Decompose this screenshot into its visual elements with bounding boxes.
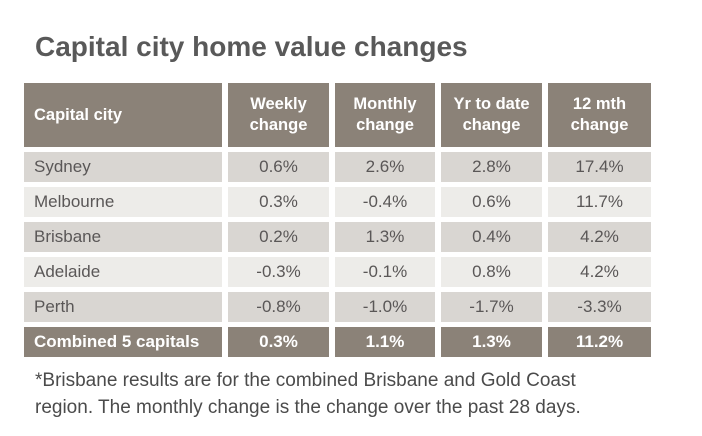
footnote-line-2: region. The monthly change is the change… — [35, 397, 581, 418]
cell-melbourne-12mth: 11.7% — [548, 187, 651, 217]
cell-sydney-12mth: 17.4% — [548, 152, 651, 182]
cell-perth-ytd: -1.7% — [441, 292, 542, 322]
footnote: *Brisbane results are for the combined B… — [35, 367, 581, 421]
cell-brisbane-weekly: 0.2% — [228, 222, 329, 252]
header-capital-city: Capital city — [24, 83, 222, 147]
cell-sydney-ytd: 2.8% — [441, 152, 542, 182]
cell-combined-label: Combined 5 capitals — [24, 327, 222, 357]
header-weekly-change: Weekly change — [228, 83, 329, 147]
header-monthly-change: Monthly change — [335, 83, 435, 147]
cell-brisbane-city: Brisbane — [24, 222, 222, 252]
cell-combined-weekly: 0.3% — [228, 327, 329, 357]
cell-combined-ytd: 1.3% — [441, 327, 542, 357]
cell-brisbane-monthly: 1.3% — [335, 222, 435, 252]
cell-adelaide-city: Adelaide — [24, 257, 222, 287]
cell-sydney-weekly: 0.6% — [228, 152, 329, 182]
cell-sydney-monthly: 2.6% — [335, 152, 435, 182]
cell-brisbane-12mth: 4.2% — [548, 222, 651, 252]
cell-combined-monthly: 1.1% — [335, 327, 435, 357]
cell-combined-12mth: 11.2% — [548, 327, 651, 357]
home-value-table: Capital city Weekly change Monthly chang… — [24, 83, 651, 357]
cell-melbourne-ytd: 0.6% — [441, 187, 542, 217]
cell-melbourne-monthly: -0.4% — [335, 187, 435, 217]
cell-perth-weekly: -0.8% — [228, 292, 329, 322]
cell-melbourne-city: Melbourne — [24, 187, 222, 217]
cell-brisbane-ytd: 0.4% — [441, 222, 542, 252]
cell-sydney-city: Sydney — [24, 152, 222, 182]
header-ytd-change: Yr to date change — [441, 83, 542, 147]
cell-perth-12mth: -3.3% — [548, 292, 651, 322]
header-12mth-change: 12 mth change — [548, 83, 651, 147]
cell-adelaide-monthly: -0.1% — [335, 257, 435, 287]
cell-adelaide-weekly: -0.3% — [228, 257, 329, 287]
page-title: Capital city home value changes — [35, 30, 468, 62]
cell-perth-city: Perth — [24, 292, 222, 322]
footnote-line-1: *Brisbane results are for the combined B… — [35, 370, 576, 391]
cell-adelaide-ytd: 0.8% — [441, 257, 542, 287]
cell-adelaide-12mth: 4.2% — [548, 257, 651, 287]
cell-perth-monthly: -1.0% — [335, 292, 435, 322]
cell-melbourne-weekly: 0.3% — [228, 187, 329, 217]
